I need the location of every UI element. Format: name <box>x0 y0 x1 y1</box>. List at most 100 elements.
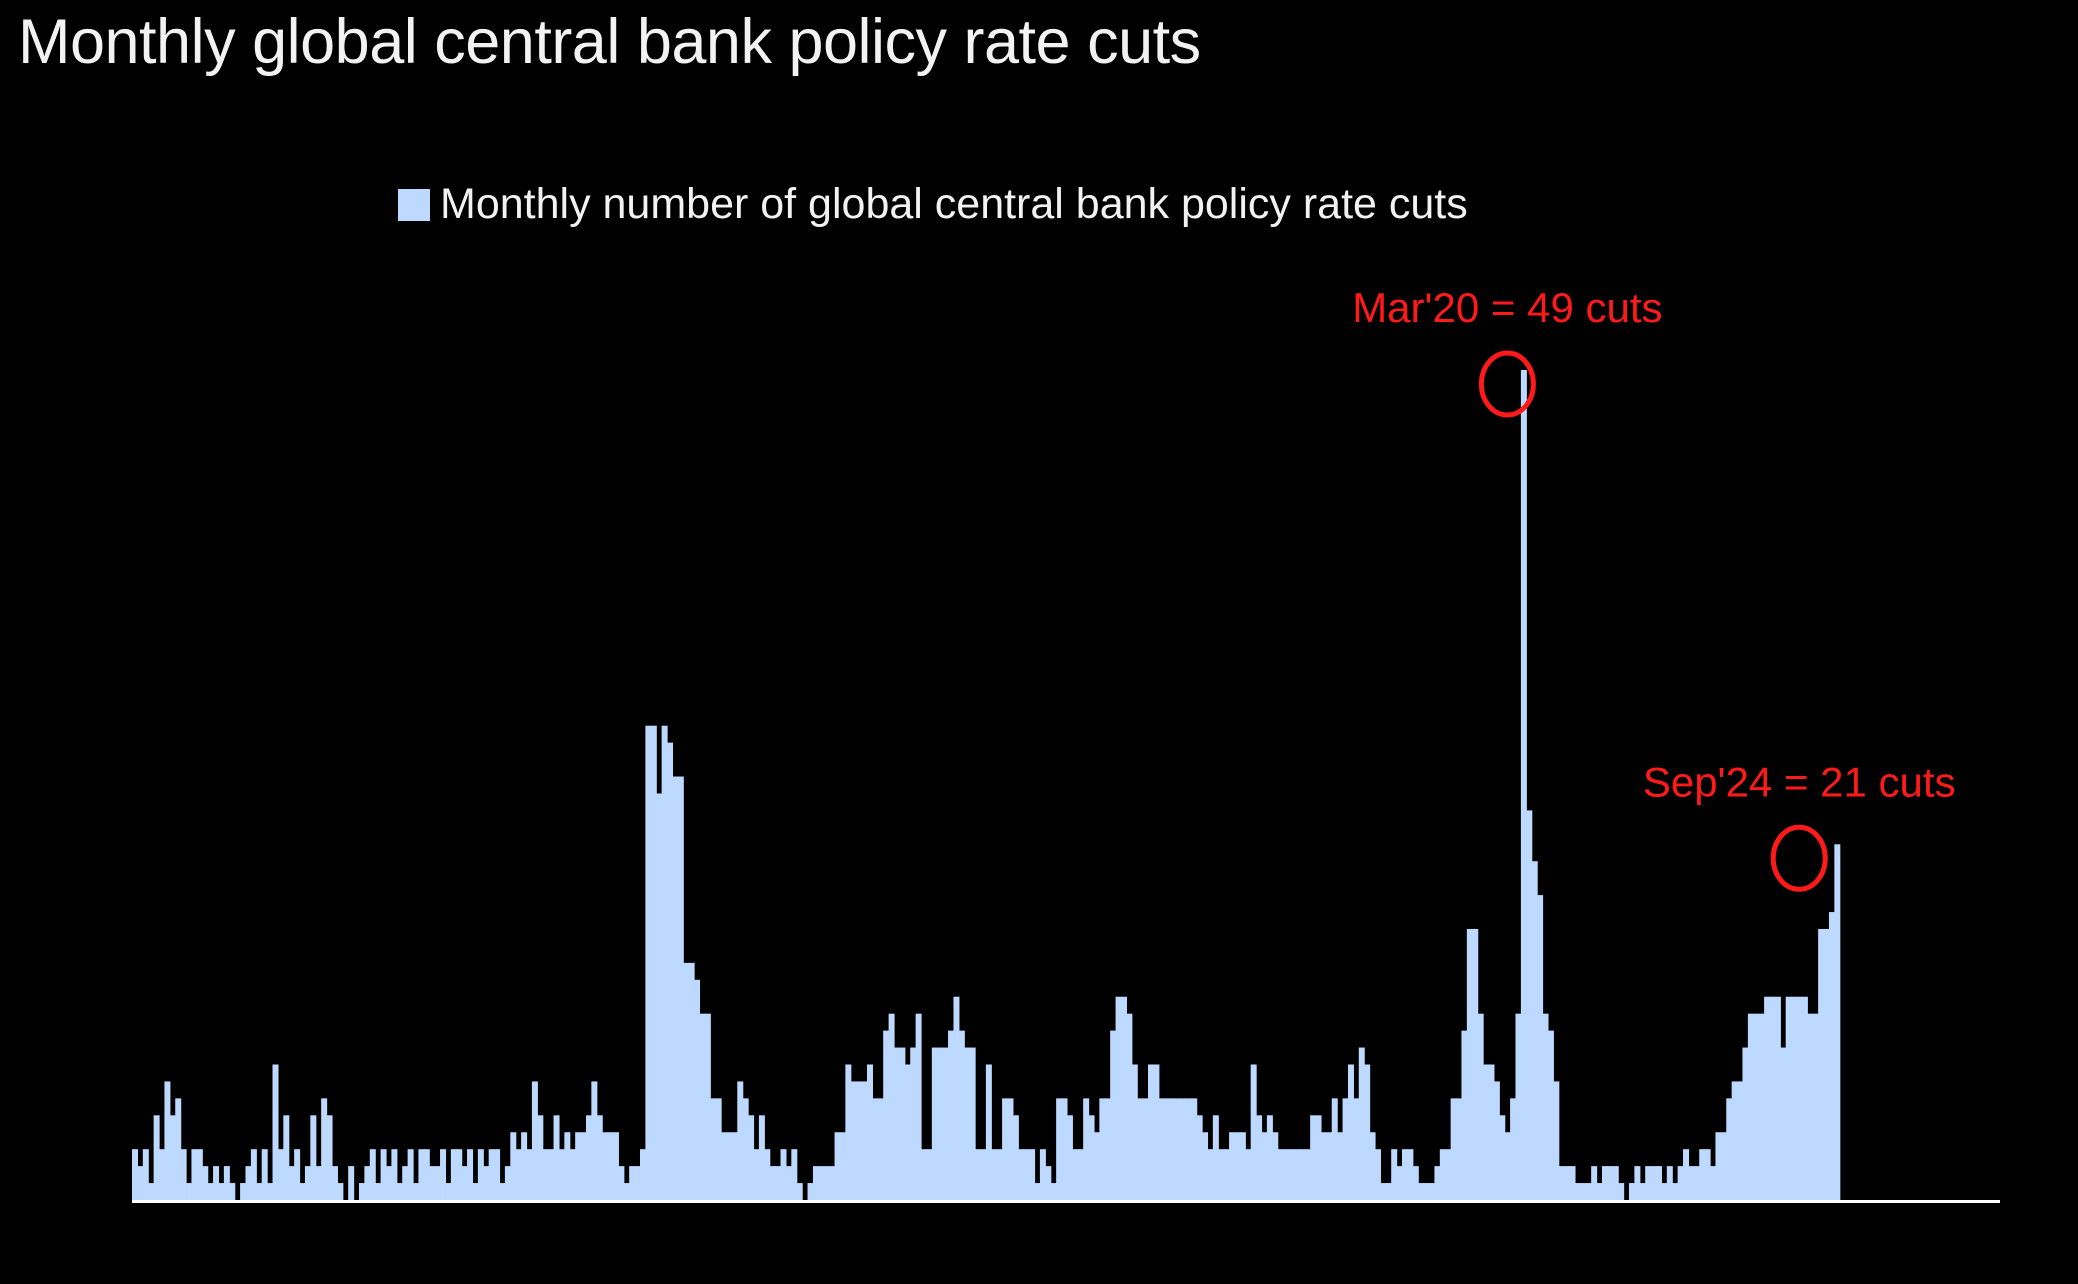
bar <box>1293 1149 1300 1200</box>
bar <box>1510 1098 1517 1200</box>
bar <box>877 1098 884 1200</box>
bar <box>564 1132 571 1200</box>
bar <box>132 1149 138 1200</box>
bar <box>1191 1098 1198 1200</box>
bar <box>894 1047 900 1200</box>
bar <box>1131 1064 1138 1200</box>
bar <box>418 1149 425 1200</box>
bar <box>883 1030 890 1200</box>
bar <box>440 1149 447 1200</box>
bar <box>1234 1132 1241 1200</box>
bar <box>250 1149 257 1200</box>
bar <box>1077 1149 1084 1200</box>
bar <box>780 1149 787 1200</box>
bar <box>715 1098 722 1200</box>
bar <box>1823 928 1830 1200</box>
bar <box>137 1166 144 1200</box>
bar <box>1299 1149 1306 1200</box>
bar <box>272 1064 279 1200</box>
bar <box>1683 1149 1690 1200</box>
bar <box>1012 1115 1019 1200</box>
bar <box>391 1149 398 1200</box>
bar <box>694 979 701 1200</box>
bar <box>785 1166 792 1200</box>
annotation-circle <box>1770 824 1828 892</box>
bar <box>742 1098 749 1200</box>
bar <box>683 962 690 1200</box>
bar <box>850 1081 857 1200</box>
bar <box>753 1149 760 1200</box>
bar <box>796 1183 803 1200</box>
bar <box>569 1149 576 1200</box>
bar <box>1661 1183 1668 1200</box>
bar <box>1137 1098 1144 1200</box>
bar <box>1466 928 1473 1200</box>
bar <box>1002 1098 1009 1200</box>
bar <box>1412 1166 1419 1200</box>
bar <box>1034 1183 1041 1200</box>
bar <box>1812 1013 1819 1200</box>
bar <box>1618 1183 1625 1200</box>
bar <box>1634 1166 1641 1200</box>
bar <box>791 1149 798 1200</box>
bar <box>640 1149 646 1200</box>
bar <box>548 1149 555 1200</box>
bar <box>1628 1183 1635 1200</box>
bar <box>704 1013 711 1200</box>
bar <box>1456 1098 1463 1200</box>
bar <box>521 1132 528 1200</box>
bar <box>218 1183 225 1200</box>
bar <box>812 1166 819 1200</box>
bar <box>975 1149 982 1200</box>
bar <box>953 996 960 1200</box>
bar <box>1169 1098 1176 1200</box>
bar <box>169 1115 176 1200</box>
bar <box>1007 1098 1014 1200</box>
bar <box>499 1183 506 1200</box>
bar <box>1504 1132 1511 1200</box>
bar <box>1445 1149 1452 1200</box>
bar <box>1061 1098 1068 1200</box>
bar <box>1142 1098 1149 1200</box>
bar <box>380 1149 387 1200</box>
bar <box>142 1149 149 1200</box>
bar <box>1380 1183 1387 1200</box>
bar <box>1218 1149 1225 1200</box>
bar <box>1520 370 1527 1200</box>
bar <box>461 1166 468 1200</box>
bar <box>413 1183 420 1200</box>
bar <box>1374 1149 1381 1200</box>
bar <box>823 1166 830 1200</box>
bar <box>861 1081 868 1200</box>
bar <box>1347 1064 1354 1200</box>
bar <box>337 1183 344 1200</box>
bar <box>721 1132 728 1200</box>
bar <box>1769 996 1776 1200</box>
bar <box>191 1149 198 1200</box>
bar <box>1256 1115 1263 1200</box>
bar <box>450 1149 457 1200</box>
bar <box>1591 1166 1598 1200</box>
bar <box>866 1064 873 1200</box>
bar <box>948 1030 955 1200</box>
bar <box>1407 1149 1414 1200</box>
bar <box>1542 1013 1549 1200</box>
bar <box>899 1047 906 1200</box>
bar <box>1039 1149 1046 1200</box>
bar <box>1526 810 1533 1200</box>
bar <box>969 1047 976 1200</box>
bar <box>1288 1149 1295 1200</box>
bar <box>688 962 695 1200</box>
bar <box>1310 1115 1317 1200</box>
bar <box>575 1132 582 1200</box>
bar <box>1580 1183 1587 1200</box>
bar <box>467 1149 474 1200</box>
bar <box>456 1149 463 1200</box>
bar <box>348 1166 355 1200</box>
bar <box>904 1064 911 1200</box>
bar <box>1266 1115 1273 1200</box>
bar <box>1088 1115 1095 1200</box>
bar <box>553 1115 560 1200</box>
bar <box>304 1166 311 1200</box>
bar <box>726 1132 733 1200</box>
